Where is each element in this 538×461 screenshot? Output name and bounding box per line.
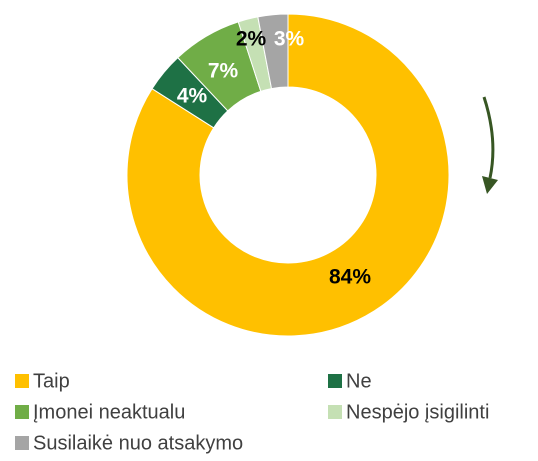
direction-arrow (482, 96, 498, 194)
legend-swatch (328, 374, 342, 388)
donut-slice (257, 13, 289, 90)
legend-swatch (15, 405, 29, 419)
legend-label: Taip (33, 370, 70, 392)
value-label: 4% (177, 85, 208, 108)
value-label: 2% (236, 28, 267, 51)
legend-swatch (328, 405, 342, 419)
donut-slice (126, 13, 450, 337)
legend-label: Įmonei neaktualu (33, 401, 185, 423)
legend-swatch (15, 436, 29, 450)
legend-swatch (15, 374, 29, 388)
value-label: 7% (208, 60, 239, 83)
value-label: 3% (274, 28, 305, 51)
legend-label: Nespėjo įsigilinti (346, 401, 489, 423)
legend-label: Susilaikė nuo atsakymo (33, 432, 243, 454)
legend-label: Ne (346, 370, 372, 392)
value-label: 84% (329, 266, 371, 289)
